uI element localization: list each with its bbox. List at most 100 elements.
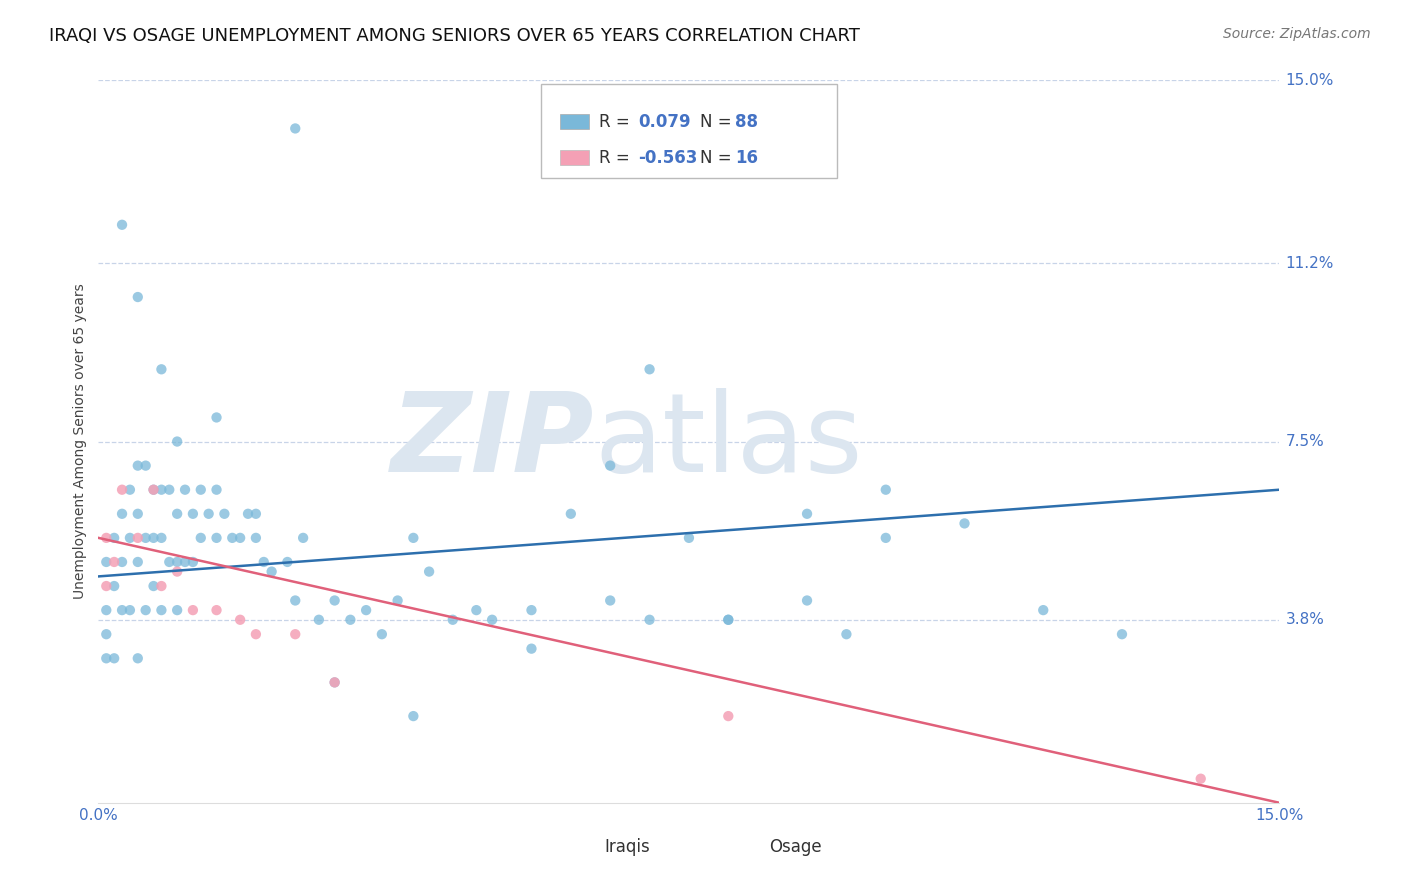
Point (560, 507, 582, 521)
Point (253, 555, 276, 569)
Point (127, 531, 149, 545)
Text: atlas: atlas (595, 388, 863, 495)
Text: 88: 88 (735, 113, 758, 131)
Point (875, 483, 897, 497)
Point (96, 531, 118, 545)
Point (245, 531, 267, 545)
Point (127, 458, 149, 473)
Point (599, 593, 621, 607)
Point (174, 483, 197, 497)
Text: R =: R = (599, 113, 636, 131)
Point (323, 675, 346, 690)
Point (205, 410, 228, 425)
Point (260, 565, 283, 579)
Text: IRAQI VS OSAGE UNEMPLOYMENT AMONG SENIORS OVER 65 YEARS CORRELATION CHART: IRAQI VS OSAGE UNEMPLOYMENT AMONG SENIOR… (49, 27, 860, 45)
Point (103, 531, 125, 545)
Text: N =: N = (700, 113, 737, 131)
Text: 3.8%: 3.8% (1285, 612, 1324, 627)
Point (284, 593, 307, 607)
Point (166, 434, 188, 449)
Point (103, 651, 125, 665)
FancyBboxPatch shape (569, 839, 598, 855)
Point (1111, 627, 1133, 641)
Point (150, 483, 173, 497)
Point (127, 507, 149, 521)
Point (150, 362, 173, 376)
FancyBboxPatch shape (560, 114, 589, 128)
Text: -0.563: -0.563 (638, 149, 697, 168)
Point (96, 627, 118, 641)
Point (465, 603, 488, 617)
Point (96, 579, 118, 593)
Point (599, 458, 621, 473)
Point (520, 603, 543, 617)
Point (371, 627, 394, 641)
Point (150, 579, 173, 593)
Point (142, 483, 165, 497)
FancyBboxPatch shape (541, 84, 837, 178)
Point (103, 555, 125, 569)
Point (796, 593, 818, 607)
Point (717, 613, 740, 627)
Point (717, 709, 740, 723)
Text: R =: R = (599, 149, 636, 168)
Point (157, 555, 180, 569)
Point (284, 627, 307, 641)
Text: 11.2%: 11.2% (1285, 256, 1334, 271)
Point (418, 565, 440, 579)
Point (127, 290, 149, 304)
Point (103, 579, 125, 593)
Point (135, 531, 157, 545)
Point (135, 458, 157, 473)
Point (387, 593, 409, 607)
Point (1189, 772, 1212, 786)
Point (142, 483, 165, 497)
Y-axis label: Unemployment Among Seniors over 65 years: Unemployment Among Seniors over 65 years (73, 284, 87, 599)
Point (323, 593, 346, 607)
Point (402, 531, 425, 545)
Point (127, 555, 149, 569)
Point (796, 507, 818, 521)
Point (197, 507, 219, 521)
Text: N =: N = (700, 149, 737, 168)
FancyBboxPatch shape (560, 151, 589, 165)
Point (953, 516, 976, 531)
Point (236, 507, 259, 521)
Point (717, 613, 740, 627)
Text: Iraqis: Iraqis (605, 838, 650, 855)
Point (118, 483, 141, 497)
Text: Source: ZipAtlas.com: Source: ZipAtlas.com (1223, 27, 1371, 41)
Point (678, 531, 700, 545)
Point (835, 627, 858, 641)
Point (181, 507, 204, 521)
Point (308, 613, 330, 627)
Point (174, 555, 197, 569)
Point (638, 362, 661, 376)
Point (111, 218, 134, 232)
Point (190, 531, 212, 545)
Text: Osage: Osage (769, 838, 823, 855)
Point (142, 579, 165, 593)
Point (1032, 603, 1054, 617)
Point (111, 507, 134, 521)
Text: 0.079: 0.079 (638, 113, 690, 131)
Point (157, 483, 180, 497)
Point (205, 483, 228, 497)
Point (402, 709, 425, 723)
Text: 15.0%: 15.0% (1285, 73, 1334, 87)
Point (111, 603, 134, 617)
Point (111, 483, 134, 497)
Point (292, 531, 315, 545)
Text: 16: 16 (735, 149, 758, 168)
FancyBboxPatch shape (735, 839, 763, 855)
Point (354, 603, 377, 617)
Point (205, 603, 228, 617)
Point (111, 555, 134, 569)
Point (166, 603, 188, 617)
Point (481, 613, 503, 627)
Point (638, 613, 661, 627)
Point (142, 531, 165, 545)
Point (190, 483, 212, 497)
Point (520, 641, 543, 656)
Point (118, 531, 141, 545)
